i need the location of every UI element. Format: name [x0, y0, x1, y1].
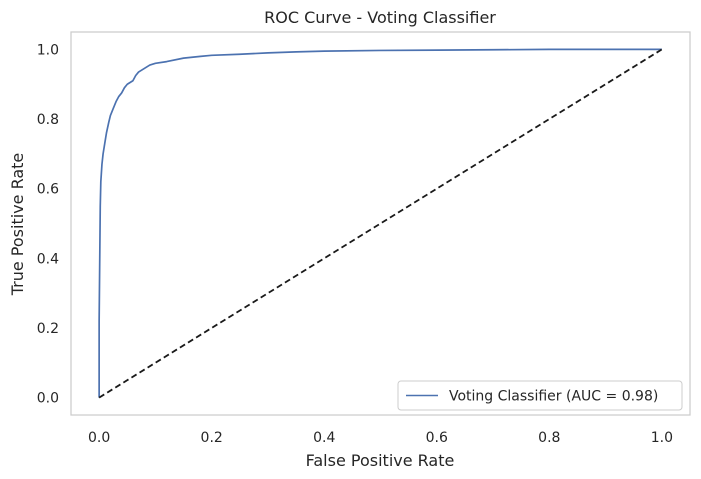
x-tick-label: 0.4 — [313, 430, 335, 446]
roc-curve-line — [98, 48, 662, 398]
x-tick-label: 1.0 — [651, 430, 673, 446]
y-axis-label: True Positive Rate — [8, 153, 27, 297]
y-tick-label: 0.0 — [37, 391, 59, 407]
y-tick-label: 0.2 — [37, 321, 59, 337]
chart-title: ROC Curve - Voting Classifier — [264, 8, 496, 27]
x-tick-label: 0.8 — [538, 430, 560, 446]
y-tick-label: 0.4 — [37, 251, 59, 267]
chance-diagonal-line — [98, 48, 663, 399]
legend-label-voting-classifier: Voting Classifier (AUC = 0.98) — [449, 389, 658, 405]
legend-box — [397, 380, 683, 411]
x-tick-label: 0.0 — [88, 430, 110, 446]
tick-group: 0.0 0.2 0.4 0.6 0.8 1.0 0.0 0.2 0.4 0.6 0.8 1.0 — [37, 42, 673, 446]
y-tick-label: 0.6 — [37, 182, 59, 198]
x-axis-label: False Positive Rate — [306, 451, 455, 470]
x-tick-label: 0.2 — [201, 430, 223, 446]
series-layer — [98, 48, 663, 399]
y-tick-label: 0.8 — [37, 112, 59, 128]
x-tick-label: 0.6 — [426, 430, 448, 446]
legend: Voting Classifier (AUC = 0.98) — [397, 380, 683, 411]
plot-frame — [70, 31, 691, 416]
y-tick-label: 1.0 — [37, 42, 59, 58]
